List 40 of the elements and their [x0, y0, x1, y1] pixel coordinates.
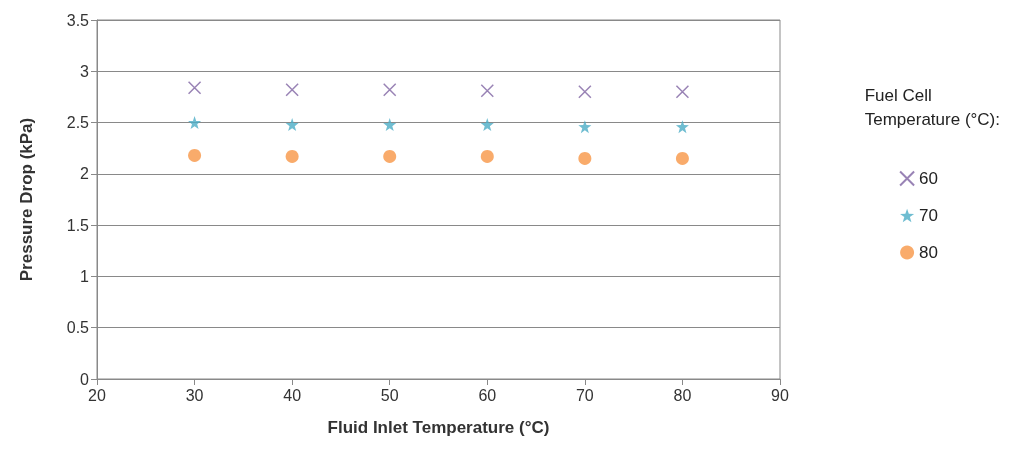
point [578, 85, 592, 99]
x-tick-label: 50 [380, 386, 399, 404]
point [675, 85, 690, 99]
y-tick-label: 1.5 [66, 216, 90, 234]
y-tick-label: 2.5 [66, 114, 90, 132]
y-tick-label: 2 [80, 165, 90, 183]
y-tick-label: 0.5 [66, 319, 90, 337]
point [480, 84, 495, 98]
y-axis-title: Pressure Drop (kPa) [17, 117, 36, 282]
y-tick-label: 3.5 [66, 11, 90, 29]
legend-label: 60 [919, 169, 939, 188]
point [285, 118, 299, 132]
point [285, 149, 299, 163]
point [383, 149, 397, 163]
y-tick-label: 3 [80, 62, 90, 80]
point [285, 83, 299, 97]
x-tick-label: 60 [478, 386, 497, 404]
x-tick-label: 30 [185, 386, 204, 404]
legend-label: 70 [919, 206, 939, 225]
point [382, 83, 397, 97]
x-tick-label: 90 [771, 386, 789, 404]
point [480, 118, 494, 132]
point [675, 120, 689, 134]
point [675, 151, 689, 165]
y-tick-label: 0 [80, 370, 90, 388]
x-tick-label: 70 [575, 386, 594, 404]
x-tick-label: 40 [283, 386, 302, 404]
point [187, 80, 202, 95]
point [188, 116, 202, 130]
point [578, 151, 592, 165]
y-tick-label: 1 [80, 267, 90, 285]
point [383, 118, 397, 132]
legend-label: 80 [919, 243, 939, 262]
x-axis-title: Fluid Inlet Temperature (°C) [327, 418, 550, 437]
x-tick-label: 20 [88, 386, 106, 404]
point [188, 148, 202, 162]
legend-title: Fuel Cell Temperature (°C): [864, 85, 1000, 129]
point [480, 149, 494, 163]
x-tick-label: 80 [673, 386, 692, 404]
point [578, 120, 592, 134]
